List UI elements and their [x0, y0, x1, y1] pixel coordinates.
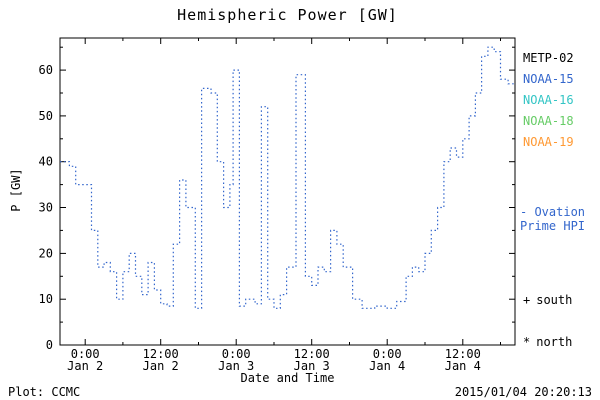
- x-tick-time-label: 0:00: [373, 347, 402, 361]
- ovation-line2: Prime HPI: [520, 219, 586, 233]
- y-axis-label: P [GW]: [9, 168, 23, 212]
- x-tick-date-label: Jan 2: [143, 359, 179, 373]
- y-tick-label: 0: [46, 338, 53, 352]
- legend-item-noaa15: NOAA-15: [523, 72, 574, 86]
- legend-marker-south: + south: [523, 293, 572, 307]
- plus-marker-icon: +: [523, 293, 531, 307]
- marker-south-label: south: [536, 293, 573, 307]
- plot-timestamp: 2015/01/04 20:20:13: [454, 385, 592, 399]
- x-tick-date-label: Jan 3: [218, 359, 254, 373]
- plot-credit: Plot: CCMC: [8, 385, 81, 399]
- legend-item-noaa18: NOAA-18: [523, 114, 574, 128]
- x-axis-label: Date and Time: [240, 371, 335, 385]
- legend-item-noaa16: NOAA-16: [523, 93, 574, 107]
- satellite-legend: METP-02 NOAA-15 NOAA-16 NOAA-18 NOAA-19: [523, 48, 574, 153]
- marker-north-label: north: [536, 335, 573, 349]
- y-tick-label: 60: [39, 63, 53, 77]
- y-tick-label: 50: [39, 109, 53, 123]
- x-tick-time-label: 0:00: [222, 347, 251, 361]
- x-tick-time-label: 12:00: [445, 347, 481, 361]
- legend-marker-north: * north: [523, 335, 572, 349]
- plot-frame: [59, 37, 516, 346]
- y-tick-label: 30: [39, 201, 53, 215]
- legend-ovation-prime-hpi: - Ovation Prime HPI: [520, 205, 585, 233]
- x-tick-date-label: Jan 4: [445, 359, 481, 373]
- legend-item-noaa19: NOAA-19: [523, 135, 574, 149]
- asterisk-marker-icon: *: [523, 335, 531, 349]
- x-tick-date-label: Jan 2: [67, 359, 103, 373]
- y-tick-label: 20: [39, 246, 53, 260]
- legend-item-metp02: METP-02: [523, 51, 574, 65]
- x-tick-time-label: 12:00: [294, 347, 330, 361]
- x-tick-time-label: 0:00: [71, 347, 100, 361]
- y-tick-label: 40: [39, 155, 53, 169]
- x-tick-time-label: 12:00: [143, 347, 179, 361]
- hpi-step-line: [60, 46, 515, 309]
- ovation-line1: - Ovation: [520, 205, 586, 219]
- y-tick-label: 10: [39, 292, 53, 306]
- x-tick-date-label: Jan 4: [369, 359, 405, 373]
- x-tick-date-label: Jan 3: [294, 359, 330, 373]
- chart-title: Hemispheric Power [GW]: [177, 6, 398, 24]
